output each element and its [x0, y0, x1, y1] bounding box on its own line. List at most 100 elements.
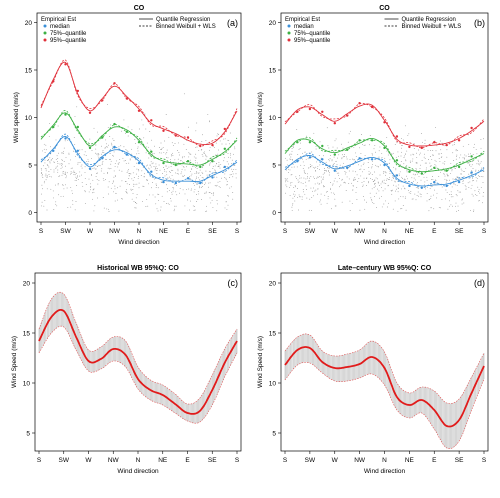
observation-point [76, 178, 78, 180]
observation-point [181, 168, 183, 170]
observation-point [456, 195, 458, 197]
observation-point [162, 146, 164, 148]
observation-point [378, 166, 380, 168]
observation-point [401, 151, 403, 153]
observation-point [383, 182, 385, 184]
observation-point [196, 183, 198, 185]
observation-point [472, 180, 474, 182]
observation-point [143, 137, 145, 139]
observation-point [436, 167, 438, 169]
observation-point [343, 156, 344, 158]
observation-point [400, 137, 402, 139]
observation-point [298, 194, 300, 196]
observation-point [469, 181, 471, 183]
observation-point [416, 183, 418, 185]
observation-point [166, 168, 168, 170]
observation-point [316, 177, 318, 179]
observation-point [57, 171, 59, 173]
observation-point [201, 167, 203, 168]
observation-point [462, 145, 464, 147]
observation-point [316, 161, 317, 163]
observation-point [133, 165, 135, 167]
observation-point [70, 186, 72, 188]
observation-point [391, 190, 393, 192]
observation-point [295, 186, 297, 188]
observation-point [202, 173, 204, 175]
observation-point [96, 178, 98, 180]
observation-point [447, 208, 449, 210]
observation-point [202, 152, 204, 154]
observation-point [127, 126, 129, 128]
observation-point [74, 143, 76, 145]
empirical-point [433, 180, 436, 184]
observation-point [404, 197, 406, 199]
observation-point [218, 165, 220, 167]
observation-point [193, 182, 195, 184]
observation-point [48, 171, 50, 172]
observation-point [126, 192, 127, 193]
x-axis-label: Wind direction [117, 468, 159, 475]
observation-point [216, 135, 218, 137]
observation-point [369, 192, 371, 194]
observation-point [73, 137, 75, 139]
observation-point [418, 175, 420, 177]
observation-point [91, 150, 93, 151]
observation-point [188, 126, 190, 128]
observation-point [57, 165, 58, 167]
empirical-point [445, 169, 448, 172]
quantile-regression-line [284, 154, 485, 187]
observation-point [374, 182, 376, 184]
observation-point [479, 162, 481, 164]
observation-point [402, 139, 404, 141]
empirical-point [445, 143, 448, 147]
observation-point [413, 180, 415, 182]
y-tick-label: 15 [269, 68, 277, 75]
observation-point [345, 156, 347, 158]
x-tick-label: NW [354, 228, 366, 235]
observation-point [196, 122, 198, 124]
observation-point [287, 172, 289, 174]
observation-point [440, 207, 441, 209]
observation-point [155, 183, 157, 185]
observation-point [129, 158, 131, 160]
observation-point [477, 186, 479, 188]
x-axis-label: Wind direction [364, 239, 406, 246]
empirical-point [383, 163, 386, 167]
observation-point [230, 152, 232, 154]
observation-point [96, 172, 98, 174]
observation-point [355, 145, 357, 146]
observation-point [376, 165, 378, 167]
observation-point [92, 168, 94, 169]
x-tick-label: S [283, 457, 288, 464]
observation-point [387, 179, 389, 181]
observation-point [90, 186, 92, 188]
observation-point [425, 167, 427, 169]
observation-point [204, 152, 206, 154]
observation-point [456, 176, 458, 178]
empirical-point [174, 163, 177, 167]
observation-point [144, 113, 146, 115]
x-tick-label: NW [354, 457, 366, 464]
observation-point [95, 148, 97, 150]
observation-point [165, 184, 167, 186]
observation-point [199, 179, 201, 181]
observation-point [370, 172, 371, 174]
observation-point [289, 169, 291, 171]
observation-point [336, 164, 338, 166]
observation-point [64, 172, 66, 174]
observation-point [88, 160, 90, 162]
observation-point [477, 159, 479, 161]
observation-point [109, 168, 111, 170]
observation-point [137, 150, 139, 152]
observation-point [354, 177, 356, 179]
observation-point [440, 171, 442, 173]
observation-point [41, 201, 43, 203]
panel-label: (d) [474, 278, 485, 288]
observation-point [406, 170, 408, 172]
observation-point [333, 180, 335, 182]
observation-point [53, 169, 55, 171]
observation-point [46, 176, 48, 178]
observation-point [197, 183, 199, 185]
